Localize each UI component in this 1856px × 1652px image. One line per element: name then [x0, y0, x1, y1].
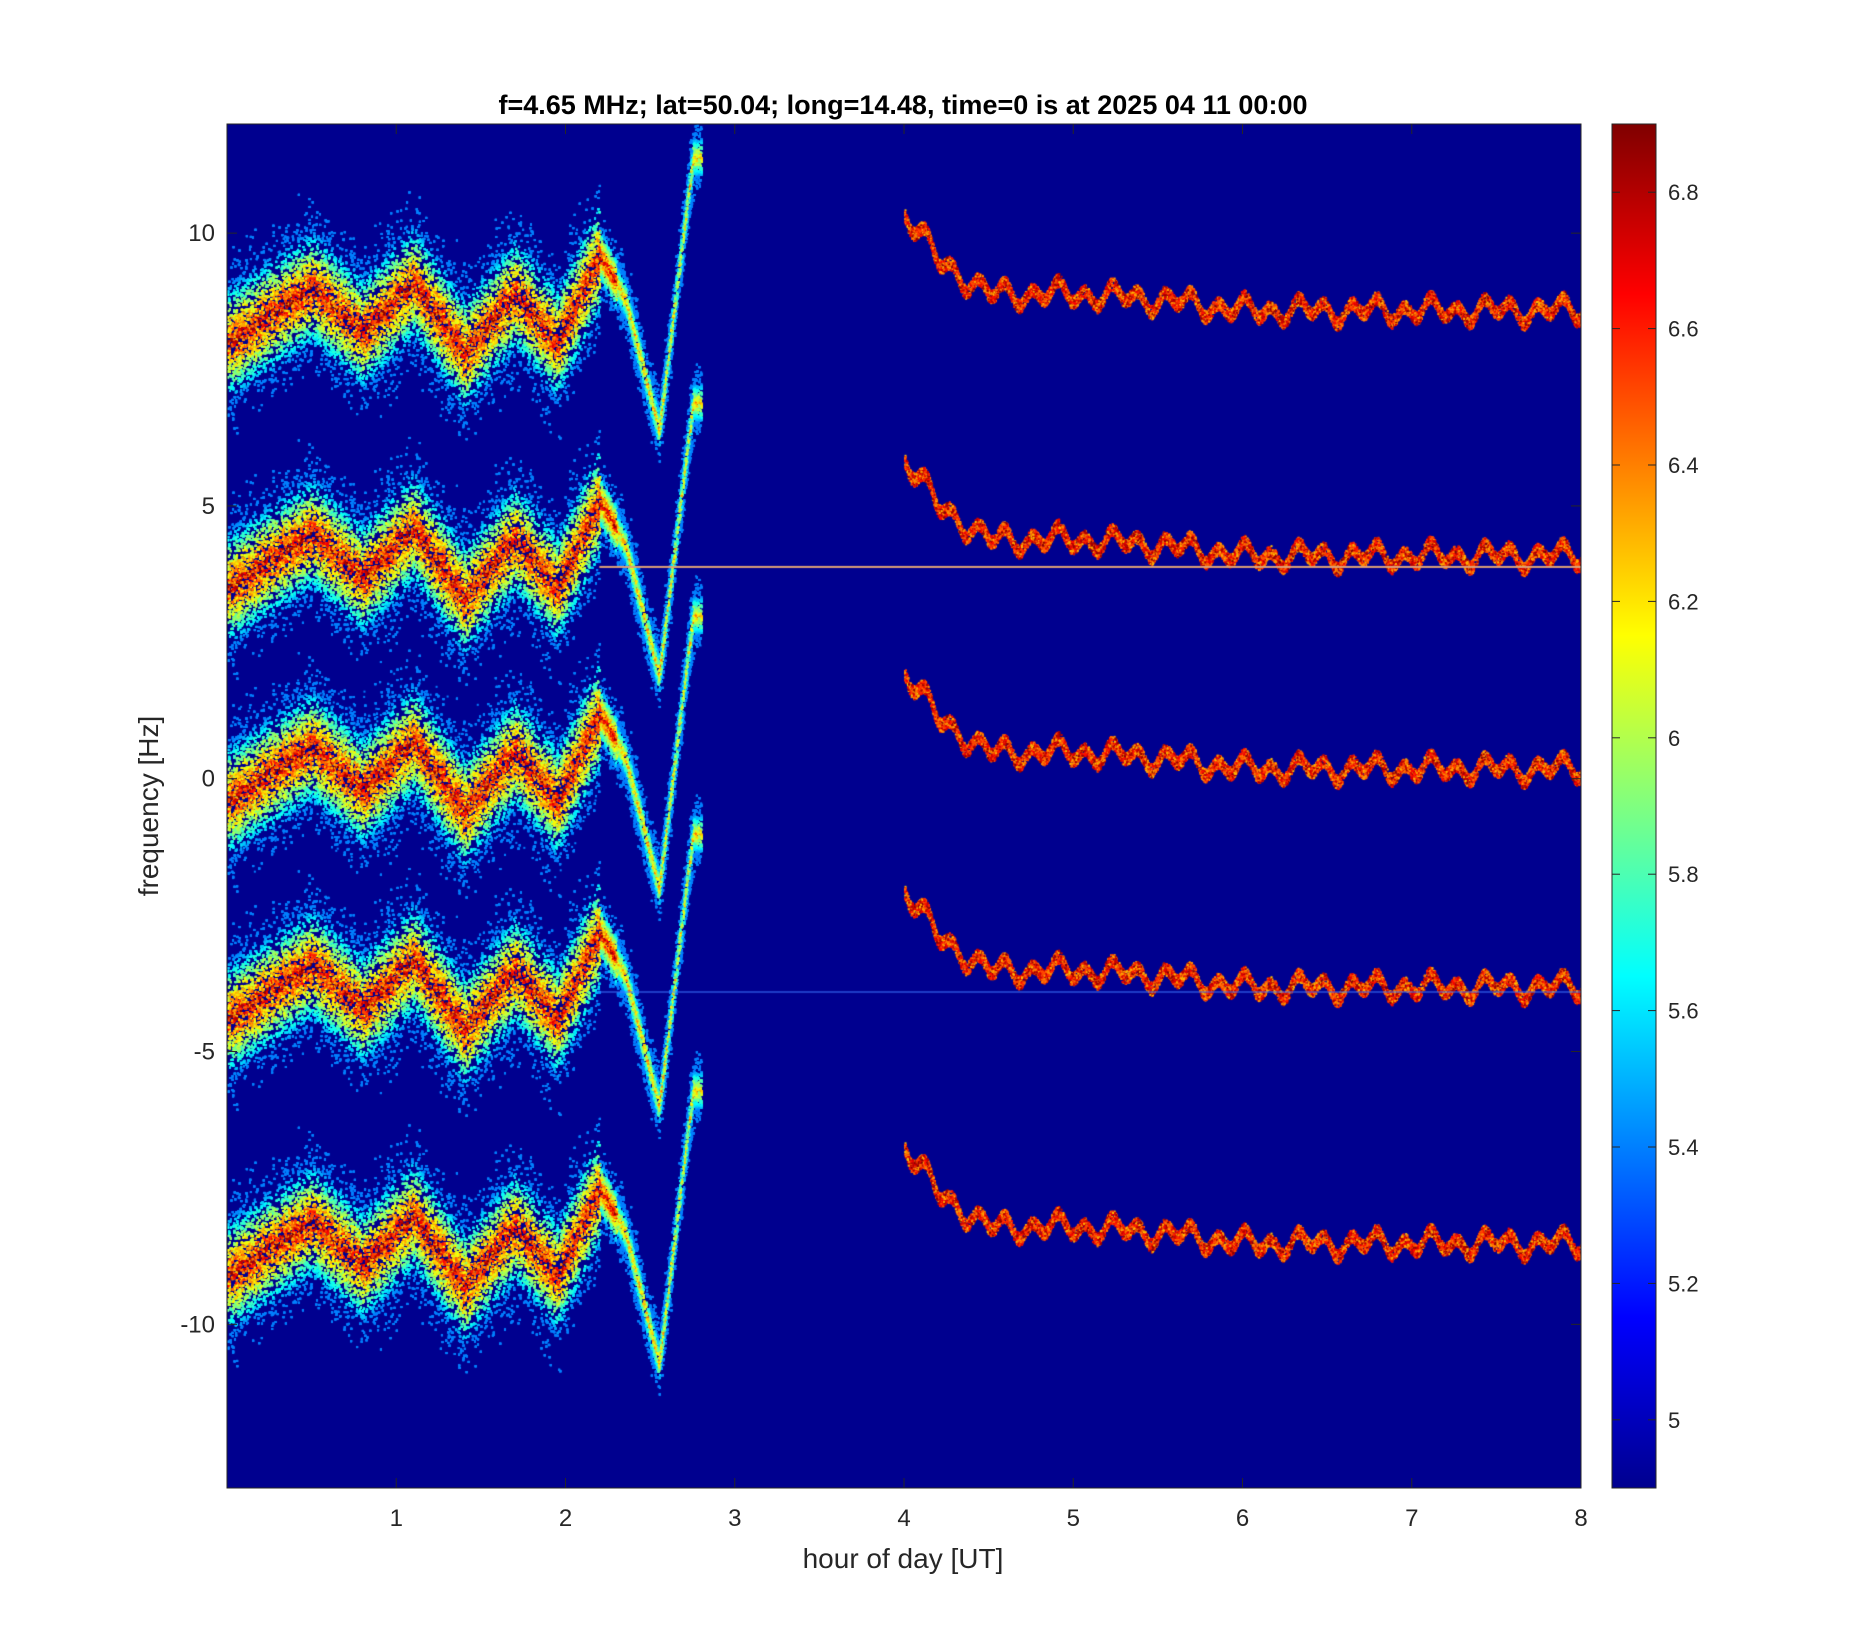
x-tick-label: 4	[897, 1505, 910, 1532]
y-tick-label: -5	[194, 1039, 215, 1066]
colorbar-tick-label: 6	[1668, 726, 1680, 751]
y-axis-label: frequency [Hz]	[133, 716, 164, 897]
x-axis-ticks: 1 2 3 4 5 6 7 8	[390, 124, 1588, 1532]
colorbar: 6.8 6.6 6.4 6.2 6 5.8 5.6 5.4 5.2 5	[1611, 123, 1699, 1489]
colorbar-tick-label: 5.6	[1668, 999, 1699, 1024]
colorbar-gradient	[1611, 123, 1657, 1489]
colorbar-tick-label: 5.2	[1668, 1271, 1699, 1296]
colorbar-tick-label: 5	[1668, 1408, 1680, 1433]
y-tick-label: 0	[202, 766, 215, 793]
x-axis-label: hour of day [UT]	[803, 1543, 1004, 1574]
colorbar-tick-label: 6.4	[1668, 453, 1699, 478]
x-tick-label: 5	[1067, 1505, 1080, 1532]
colorbar-tick-label: 6.8	[1668, 180, 1699, 205]
y-tick-label: 10	[188, 220, 215, 247]
x-tick-label: 7	[1405, 1505, 1418, 1532]
colorbar-tick-label: 5.4	[1668, 1135, 1699, 1160]
plot-area	[226, 123, 1582, 1489]
x-tick-label: 8	[1574, 1505, 1587, 1532]
colorbar-tick-label: 6.2	[1668, 589, 1699, 614]
x-tick-label: 3	[728, 1505, 741, 1532]
colorbar-ticks: 6.8 6.6 6.4 6.2 6 5.8 5.6 5.4 5.2 5	[1612, 180, 1699, 1433]
x-tick-label: 2	[559, 1505, 572, 1532]
colorbar-tick-label: 5.8	[1668, 862, 1699, 887]
y-tick-label: -10	[180, 1311, 215, 1338]
chart-title: f=4.65 MHz; lat=50.04; long=14.48, time=…	[499, 90, 1308, 120]
colorbar-tick-label: 6.6	[1668, 317, 1699, 342]
x-tick-label: 6	[1236, 1505, 1249, 1532]
x-tick-label: 1	[390, 1505, 403, 1532]
y-axis-ticks: 10 5 0 -5 -10	[180, 220, 1581, 1338]
y-tick-label: 5	[202, 493, 215, 520]
spectrogram-image	[227, 124, 1581, 1488]
